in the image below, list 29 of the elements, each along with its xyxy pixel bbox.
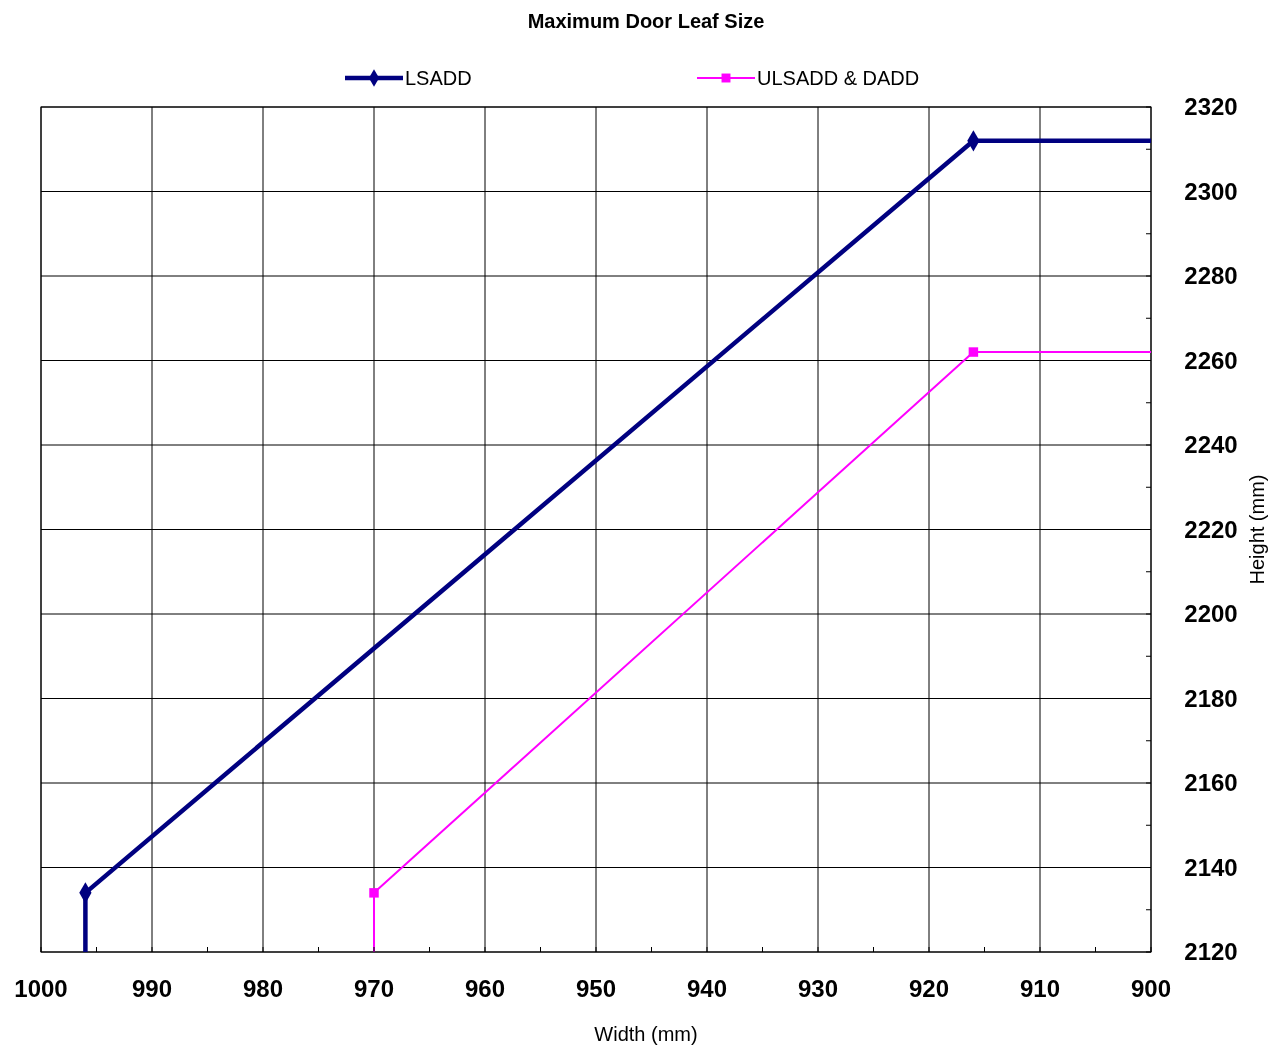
y-tick-label: 2280 <box>1184 262 1238 289</box>
x-tick-label: 910 <box>1019 975 1061 1002</box>
point <box>369 888 379 898</box>
x-tick-label: 940 <box>686 975 728 1002</box>
y-axis-title: Height (mm) <box>1246 474 1268 585</box>
x-tick-label: 980 <box>242 975 284 1002</box>
y-tick-label: 2260 <box>1184 346 1238 374</box>
x-tick-label: 900 <box>1130 975 1172 1002</box>
y-tick-label: 2320 <box>1184 93 1238 120</box>
y-tick-label: 2180 <box>1184 684 1238 712</box>
x-tick-label: 1000 <box>14 975 68 1002</box>
y-tick-label: 2160 <box>1184 769 1238 796</box>
point <box>968 347 979 357</box>
y-tick-label: 2140 <box>1184 853 1238 881</box>
y-tick-label: 2220 <box>1184 515 1238 543</box>
legend-label: ULSADD & DADD <box>757 67 920 89</box>
x-tick-label: 920 <box>908 975 950 1002</box>
y-tick-label: 2240 <box>1184 431 1238 458</box>
x-axis-title: Width (mm) <box>594 1023 698 1045</box>
y-tick-label: 2300 <box>1184 177 1238 205</box>
y-tick-label: 2120 <box>1184 938 1238 965</box>
x-tick-label: 930 <box>797 975 839 1002</box>
x-tick-label: 960 <box>464 975 506 1002</box>
y-tick-label: 2200 <box>1184 600 1238 627</box>
x-tick-label: 970 <box>353 975 395 1002</box>
x-tick-label: 990 <box>131 975 173 1002</box>
x-tick-label: 950 <box>575 975 617 1002</box>
chart-title: Maximum Door Leaf Size <box>527 10 765 32</box>
legend-label: LSADD <box>405 67 472 89</box>
